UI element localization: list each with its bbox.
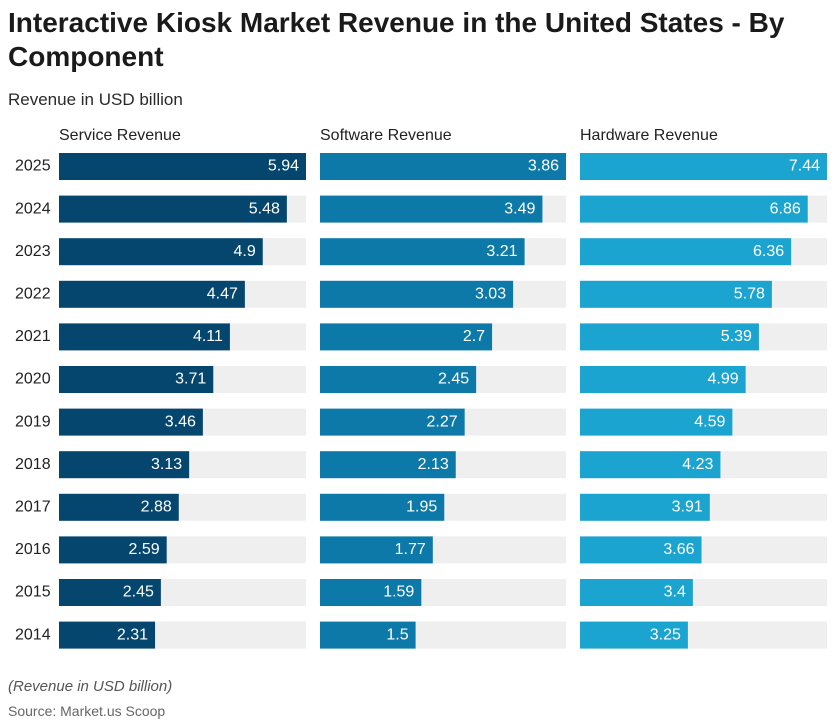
bar — [320, 195, 543, 223]
bar-value-label: 3.66 — [663, 541, 694, 558]
panel-header: Service Revenue — [59, 127, 181, 144]
bar-value-label: 3.49 — [504, 200, 535, 217]
bar — [59, 153, 306, 180]
bar-value-label: 2.27 — [427, 413, 458, 430]
bar — [580, 323, 759, 351]
bar-value-label: 2.45 — [123, 584, 154, 601]
bar-value-label: 4.23 — [682, 456, 713, 473]
bar — [59, 621, 156, 649]
bar — [580, 621, 688, 649]
year-label: 2025 — [15, 158, 51, 175]
bar-value-label: 2.88 — [141, 499, 172, 516]
bar-value-label: 1.5 — [386, 626, 408, 643]
bar — [580, 280, 772, 308]
year-label: 2017 — [15, 499, 51, 516]
bar-value-label: 3.25 — [650, 626, 681, 643]
bar-value-label: 5.94 — [268, 158, 299, 175]
footnote: (Revenue in USD billion) — [8, 678, 173, 695]
bar-value-label: 3.4 — [664, 584, 686, 601]
year-label: 2014 — [15, 626, 51, 643]
bar-value-label: 4.59 — [694, 413, 725, 430]
bar-value-label: 4.11 — [193, 328, 223, 345]
bar — [320, 579, 422, 606]
bar — [320, 280, 514, 308]
bar — [320, 366, 477, 393]
bar — [320, 621, 416, 649]
bar — [580, 153, 827, 180]
bar — [59, 238, 263, 266]
bar-value-label: 3.86 — [528, 158, 559, 175]
year-label: 2020 — [15, 371, 51, 388]
year-label: 2021 — [15, 328, 51, 345]
bar — [580, 579, 693, 606]
bar-value-label: 5.78 — [734, 286, 765, 303]
bar — [59, 408, 203, 436]
bar — [59, 323, 230, 351]
bar-value-label: 7.44 — [789, 158, 820, 175]
bar — [320, 153, 566, 180]
bar — [59, 195, 287, 223]
bar-value-label: 3.03 — [475, 286, 506, 303]
bar-value-label: 2.13 — [418, 456, 449, 473]
chart-title: Interactive Kiosk Market Revenue in the … — [8, 7, 785, 72]
bar — [59, 280, 245, 308]
year-label: 2016 — [15, 541, 51, 558]
bar-value-label: 4.9 — [234, 243, 256, 260]
bar — [580, 493, 710, 521]
bar-value-label: 2.59 — [129, 541, 160, 558]
bar-value-label: 5.48 — [249, 200, 280, 217]
bar-value-label: 1.59 — [383, 584, 414, 601]
chart-subtitle: Revenue in USD billion — [8, 90, 183, 109]
bar-value-label: 3.21 — [486, 243, 517, 260]
bar-value-label: 5.39 — [721, 328, 752, 345]
bar-value-label: 2.7 — [463, 328, 485, 345]
bar — [320, 451, 456, 479]
bar-value-label: 1.77 — [395, 541, 426, 558]
bar-value-label: 1.95 — [406, 499, 437, 516]
bar — [320, 493, 445, 521]
bar — [59, 451, 190, 479]
year-label: 2018 — [15, 456, 51, 473]
bar — [320, 408, 465, 436]
bar-value-label: 2.31 — [117, 626, 148, 643]
bar-value-label: 6.86 — [770, 200, 801, 217]
bar-value-label: 4.47 — [207, 286, 238, 303]
panel-header: Software Revenue — [320, 127, 452, 144]
bar-value-label: 6.36 — [753, 243, 784, 260]
panel-header: Hardware Revenue — [580, 127, 718, 144]
bar — [580, 451, 721, 479]
bar — [59, 366, 214, 393]
bar — [320, 536, 433, 564]
bar — [59, 536, 167, 564]
bar-value-label: 3.91 — [672, 499, 703, 516]
bar-value-label: 3.71 — [175, 371, 206, 388]
bar — [580, 536, 702, 564]
year-label: 2023 — [15, 243, 51, 260]
year-label: 2024 — [15, 200, 51, 217]
bar — [580, 366, 746, 393]
bar — [59, 579, 161, 606]
year-label: 2022 — [15, 286, 51, 303]
bar — [59, 493, 179, 521]
bar-value-label: 3.13 — [151, 456, 182, 473]
bar-value-label: 4.99 — [708, 371, 739, 388]
source-note: Source: Market.us Scoop — [8, 703, 166, 719]
bar — [580, 195, 808, 223]
bar — [580, 238, 792, 266]
bar-value-label: 3.46 — [165, 413, 196, 430]
year-label: 2015 — [15, 584, 51, 601]
bar-value-label: 2.45 — [438, 371, 469, 388]
bar — [320, 238, 525, 266]
year-label: 2019 — [15, 413, 51, 430]
bar — [320, 323, 493, 351]
bar — [580, 408, 733, 436]
